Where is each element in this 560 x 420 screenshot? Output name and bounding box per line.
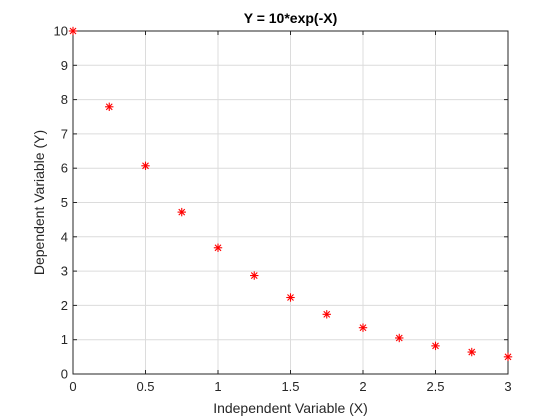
data-point (322, 310, 331, 319)
data-point (105, 102, 114, 112)
data-point (68, 26, 78, 36)
data-point (467, 347, 476, 357)
data-point (141, 161, 150, 170)
chart-title: Y = 10*exp(-X) (244, 10, 338, 26)
y-tick-label: 2 (61, 298, 68, 313)
data-point (395, 333, 404, 343)
y-tick-label: 0 (61, 367, 68, 382)
y-tick-label: 7 (61, 126, 68, 141)
y-axis-title: Dependent Variable (Y) (31, 130, 47, 275)
data-point (286, 293, 295, 302)
x-tick-label: 2 (359, 379, 366, 394)
y-tick-label: 3 (61, 264, 68, 279)
data-point (213, 243, 223, 252)
y-tick-label: 9 (61, 58, 68, 73)
x-tick-label: 1.5 (281, 379, 299, 394)
y-tick-label: 10 (54, 24, 68, 39)
data-point (503, 352, 513, 362)
data-points (68, 26, 513, 362)
data-point (250, 271, 259, 280)
y-tick-label: 8 (61, 92, 68, 107)
x-tick-label: 3 (504, 379, 511, 394)
axis-ticks (72, 30, 509, 375)
x-axis-title: Independent Variable (X) (213, 400, 368, 416)
x-tick-label: 1 (214, 379, 221, 394)
y-tick-label: 5 (61, 195, 68, 210)
y-tick-labels: 0 1 2 3 4 5 6 7 8 9 10 (54, 24, 68, 382)
data-point (358, 323, 368, 332)
x-tick-labels: 0 0.5 1 1.5 2 2.5 3 (69, 379, 511, 394)
x-tick-label: 0 (69, 379, 76, 394)
y-tick-label: 6 (61, 161, 68, 176)
x-tick-label: 2.5 (426, 379, 444, 394)
data-point (177, 207, 186, 217)
x-tick-label: 0.5 (136, 379, 154, 394)
data-point (431, 341, 440, 351)
grid (72, 30, 509, 375)
y-tick-label: 4 (61, 229, 68, 244)
y-tick-label: 1 (61, 332, 68, 347)
